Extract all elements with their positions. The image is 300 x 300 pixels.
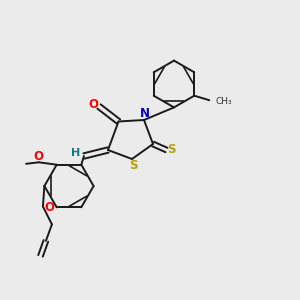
Text: O: O: [88, 98, 98, 111]
Text: H: H: [71, 148, 80, 158]
Text: S: S: [167, 143, 176, 156]
Text: N: N: [140, 107, 150, 120]
Text: CH₃: CH₃: [216, 97, 232, 106]
Text: O: O: [34, 150, 44, 164]
Text: O: O: [44, 201, 54, 214]
Text: S: S: [129, 159, 138, 172]
